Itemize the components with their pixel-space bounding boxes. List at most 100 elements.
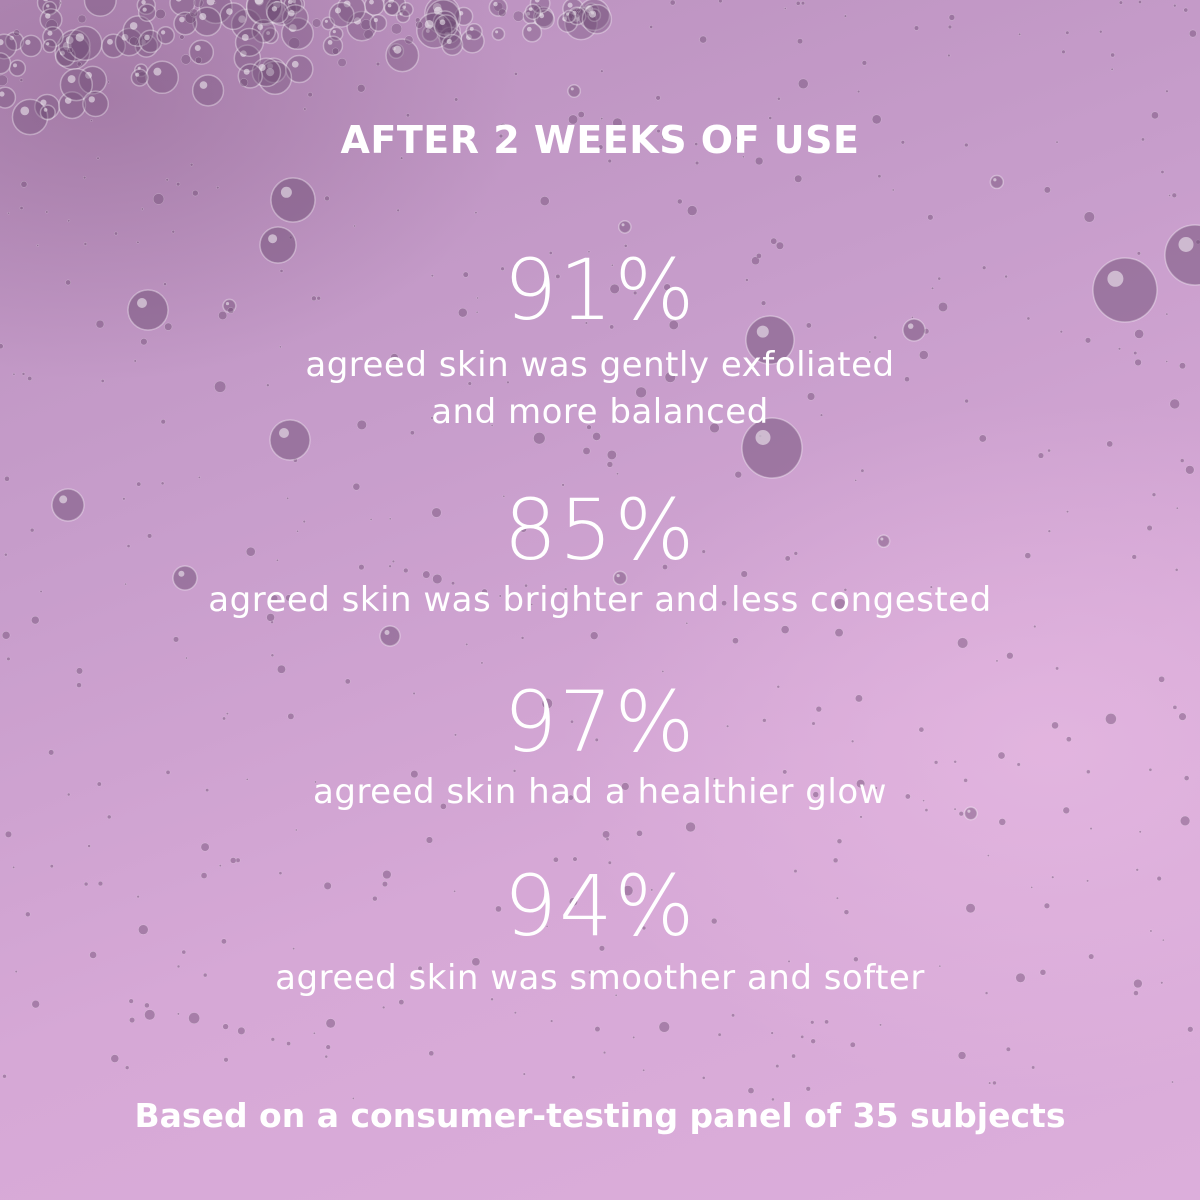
- bubble: [953, 760, 957, 764]
- bubble: [1043, 902, 1050, 909]
- bubble: [1165, 89, 1169, 93]
- bubble: [431, 507, 442, 518]
- bubble: [600, 69, 604, 73]
- bubble-highlight: [526, 11, 531, 16]
- bubble-highlight: [137, 66, 141, 70]
- bubble: [998, 818, 1006, 826]
- bubble: [891, 188, 895, 192]
- bubble: [144, 1002, 150, 1009]
- bubble: [861, 60, 868, 66]
- bubble: [20, 180, 28, 188]
- bubble: [391, 23, 403, 35]
- bubble: [184, 12, 197, 24]
- bubble: [995, 659, 999, 663]
- bubble-highlight: [144, 34, 150, 41]
- bubble: [1173, 4, 1177, 8]
- bubble-highlight: [226, 8, 233, 15]
- stat-caption-1b: and more balanced: [431, 392, 769, 432]
- bubble: [471, 957, 481, 967]
- bubble: [1168, 194, 1171, 197]
- bubble: [278, 871, 283, 875]
- bubble-highlight: [562, 16, 568, 22]
- bubble: [963, 778, 968, 783]
- bubble: [48, 749, 55, 756]
- bubble: [798, 78, 809, 90]
- bubble: [791, 1053, 796, 1059]
- bubble: [849, 1041, 856, 1048]
- bubble: [451, 581, 455, 586]
- bubble: [1151, 111, 1159, 120]
- bubble: [144, 1009, 156, 1021]
- bubble: [292, 947, 295, 950]
- bubble: [1005, 1046, 1011, 1052]
- bubble: [45, 210, 49, 214]
- bubble: [307, 92, 313, 98]
- bubble: [176, 1012, 180, 1016]
- bubble: [762, 718, 767, 723]
- bubble-highlight: [1178, 237, 1194, 252]
- bubble: [221, 938, 227, 945]
- bubble-highlight: [469, 26, 474, 31]
- bubble: [588, 970, 592, 975]
- bubble: [372, 895, 378, 902]
- bubble: [296, 529, 299, 533]
- bubble: [337, 57, 347, 68]
- bubble: [1062, 806, 1070, 814]
- bubble: [280, 17, 314, 51]
- bubble: [663, 283, 671, 291]
- bubble-highlight: [67, 75, 76, 84]
- bubble-highlight: [588, 10, 597, 18]
- bubble: [129, 1017, 136, 1024]
- bubble-highlight: [129, 22, 138, 30]
- bubble: [924, 808, 929, 812]
- bubble: [541, 697, 553, 710]
- bubble: [953, 807, 957, 811]
- bubble-highlight: [288, 0, 293, 5]
- bubble: [1134, 329, 1144, 339]
- bubble: [797, 38, 803, 45]
- bubble: [382, 869, 392, 880]
- bubble: [529, 0, 551, 14]
- bubble: [824, 1019, 829, 1025]
- bubble: [279, 345, 282, 349]
- bubble: [324, 195, 330, 202]
- bubble: [388, 517, 392, 521]
- bubble-highlight: [20, 106, 30, 116]
- bubble: [664, 371, 676, 383]
- bubble: [933, 760, 939, 765]
- bubble-highlight: [267, 63, 274, 70]
- bubble: [382, 1005, 386, 1009]
- bubble: [787, 959, 791, 963]
- bubble: [325, 1044, 331, 1050]
- bubble: [1039, 969, 1047, 976]
- bubble-highlight: [75, 33, 85, 42]
- bubble-highlight: [0, 91, 5, 97]
- bubble-highlight: [616, 574, 620, 578]
- bubble-highlight: [238, 15, 246, 23]
- bubble: [1051, 875, 1055, 879]
- stat-value-1: 91%: [503, 241, 697, 339]
- bubble: [1037, 452, 1045, 459]
- bubble-highlight: [45, 13, 51, 19]
- bubble: [245, 546, 256, 557]
- bubble: [323, 881, 332, 890]
- bubble: [160, 481, 165, 486]
- bubble-highlight: [107, 38, 113, 45]
- bubble-highlight: [153, 67, 162, 76]
- bubble: [189, 8, 199, 18]
- bubble: [793, 551, 798, 556]
- bubble-highlight: [43, 0, 49, 2]
- bubble: [918, 726, 925, 733]
- bubble: [948, 14, 956, 21]
- bubble: [391, 559, 395, 563]
- bubble: [584, 321, 588, 325]
- bubble: [78, 65, 108, 95]
- bubble: [512, 10, 524, 22]
- bubble: [724, 975, 729, 980]
- bubble: [982, 265, 987, 270]
- bubble: [216, 186, 220, 190]
- bubble: [735, 135, 741, 141]
- bubble: [59, 1, 63, 5]
- bubble: [454, 733, 457, 737]
- bubble-highlight: [567, 2, 573, 8]
